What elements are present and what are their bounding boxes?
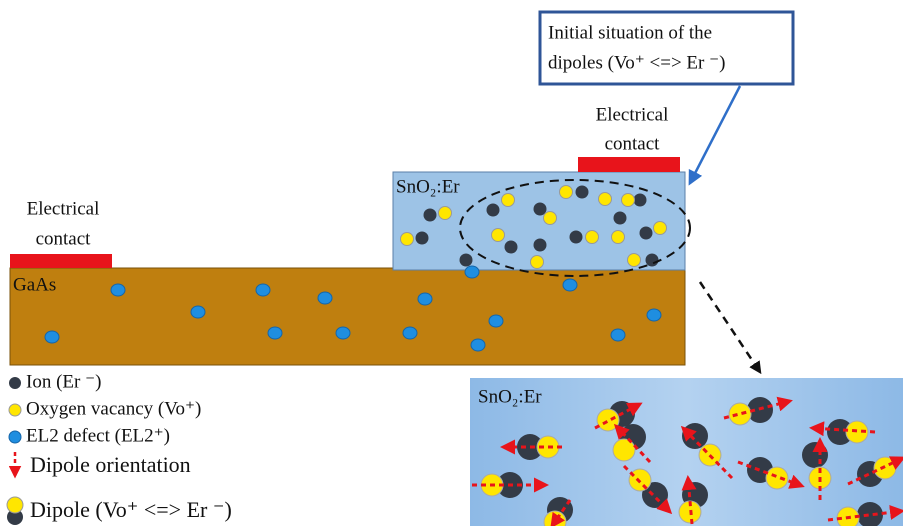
- legend-text: Ion (Er ⁻): [26, 371, 101, 392]
- oxygen-vacancy: [622, 194, 635, 207]
- el2-defect: [336, 327, 350, 339]
- oxygen-vacancy: [586, 231, 599, 244]
- dipole-vacancy: [613, 439, 635, 461]
- legend-icon-vacancy: [9, 404, 21, 416]
- el2-defect: [465, 266, 479, 278]
- dipole-ion: [682, 423, 708, 449]
- ion: [614, 212, 627, 225]
- ion: [570, 231, 583, 244]
- ion: [534, 239, 547, 252]
- oxygen-vacancy: [492, 229, 505, 242]
- oxygen-vacancy: [502, 194, 515, 207]
- ion: [534, 203, 547, 216]
- ion: [424, 209, 437, 222]
- legend-icon-el2: [9, 431, 21, 443]
- ion: [634, 194, 647, 207]
- substrate-label: GaAs: [13, 274, 56, 295]
- legend-text: Dipole orientation: [30, 452, 191, 477]
- contact-label: Electrical: [596, 104, 669, 125]
- diagram: GaAs SnO₂:Er Electrical contact Electric…: [0, 0, 903, 526]
- film-label: SnO₂:Er: [396, 176, 460, 197]
- oxygen-vacancy: [439, 207, 452, 220]
- contact-label: contact: [36, 228, 92, 249]
- legend-text: EL2 defect (EL2⁺): [26, 425, 170, 446]
- ion: [505, 241, 518, 254]
- contact-label: contact: [605, 133, 661, 154]
- callout-arrow: [690, 86, 740, 183]
- oxygen-vacancy: [401, 233, 414, 246]
- el2-defect: [563, 279, 577, 291]
- el2-defect: [111, 284, 125, 296]
- zoom-arrow: [700, 282, 760, 372]
- el2-defect: [403, 327, 417, 339]
- oxygen-vacancy: [628, 254, 641, 267]
- left-contact: [10, 254, 112, 268]
- dipole-vacancy: [729, 403, 751, 425]
- el2-defect: [256, 284, 270, 296]
- legend-icon-ion: [9, 377, 21, 389]
- oxygen-vacancy: [560, 186, 573, 199]
- legend-text: Dipole (Vo⁺ <=> Er ⁻): [30, 497, 232, 522]
- el2-defect: [489, 315, 503, 327]
- el2-defect: [45, 331, 59, 343]
- dipole-ion: [802, 442, 828, 468]
- el2-defect: [318, 292, 332, 304]
- legend-icon-dipole: [7, 497, 23, 513]
- el2-defect: [418, 293, 432, 305]
- el2-defect: [611, 329, 625, 341]
- gaas-substrate: [10, 268, 685, 365]
- callout-text: Initial situation of the: [548, 22, 712, 43]
- el2-defect: [268, 327, 282, 339]
- oxygen-vacancy: [654, 222, 667, 235]
- contact-label: Electrical: [27, 198, 100, 219]
- oxygen-vacancy: [599, 193, 612, 206]
- legend-text: Oxygen vacancy (Vo⁺): [26, 398, 201, 419]
- ion: [460, 254, 473, 267]
- el2-defect: [191, 306, 205, 318]
- el2-defect: [647, 309, 661, 321]
- oxygen-vacancy: [612, 231, 625, 244]
- ion: [646, 254, 659, 267]
- zoom-label: SnO₂:Er: [478, 386, 542, 407]
- ion: [640, 227, 653, 240]
- oxygen-vacancy: [544, 212, 557, 225]
- right-contact: [578, 157, 680, 172]
- ion: [416, 232, 429, 245]
- callout-text: dipoles (Vo⁺ <=> Er ⁻): [548, 52, 725, 73]
- oxygen-vacancy: [531, 256, 544, 269]
- el2-defect: [471, 339, 485, 351]
- ion: [576, 186, 589, 199]
- ion: [487, 204, 500, 217]
